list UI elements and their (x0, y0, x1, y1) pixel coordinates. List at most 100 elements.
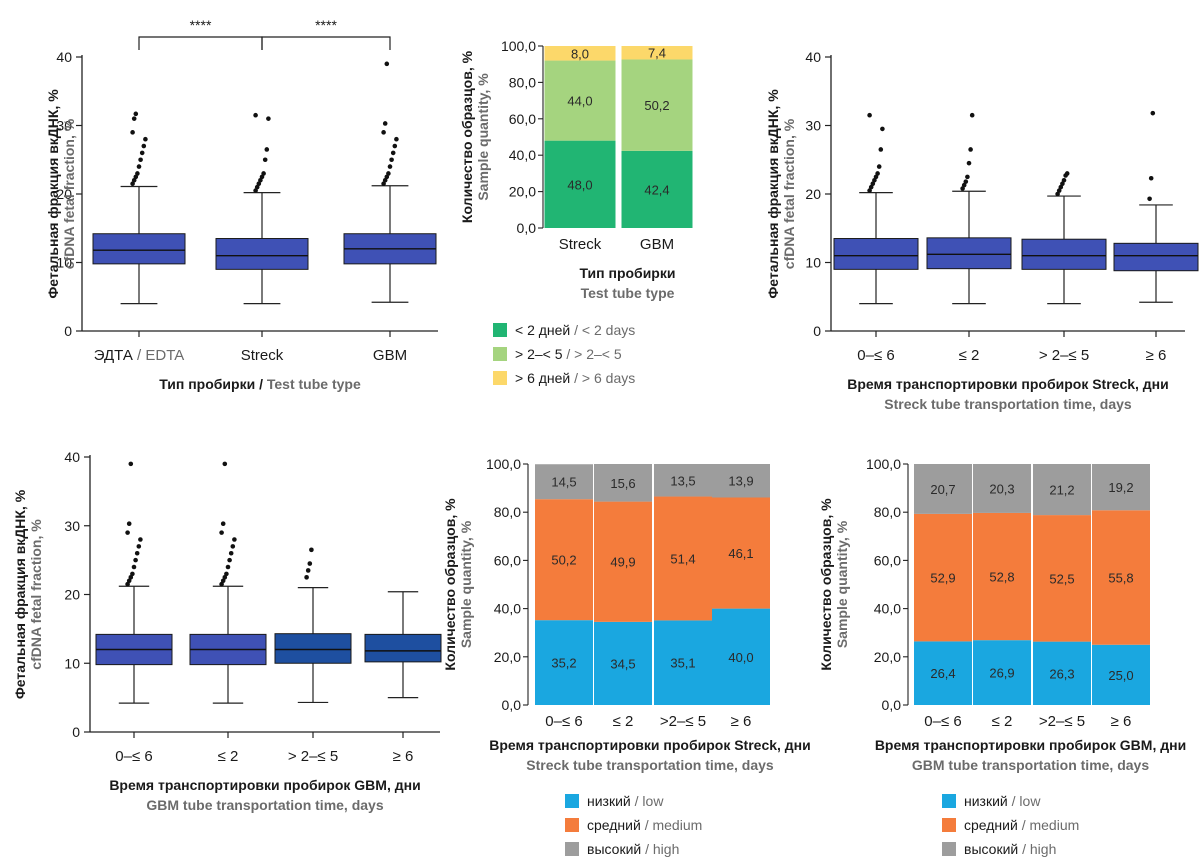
p3-box (1113, 242, 1199, 272)
p3-y-tick-label: 10 (805, 255, 821, 271)
p4-outlier-point (219, 581, 224, 587)
p3-x-tick-label: ≤ 2 (959, 347, 980, 364)
p1-significance-label: **** (190, 17, 212, 33)
p5-bar-segment (535, 464, 593, 500)
p6-x-axis-title: Время транспортировки пробирок GBM, дни (875, 737, 1186, 753)
p1-outlier-point (394, 136, 399, 142)
p1-outlier-point (139, 150, 145, 156)
p1-outlier-point (131, 116, 137, 121)
p1-outlier-point (253, 112, 258, 118)
p1-x-tick-label: ЭДТА / EDTA (94, 347, 185, 364)
p4-outlier-point (307, 561, 313, 566)
p5-y-tick-label: 60,0 (494, 552, 521, 568)
p1-outlier-point (254, 184, 260, 190)
p2-y-axis-label: Количество образцов, % (459, 50, 475, 223)
p4-outlier-point (130, 571, 135, 577)
p5-bar-value-label: 34,5 (610, 656, 635, 671)
p6-bar-segment (1033, 464, 1091, 516)
p6-bar-value-label: 21,2 (1049, 483, 1074, 498)
p4-x-axis-title-en: GBM tube transportation time, days (146, 797, 383, 813)
p2-y-tick-label: 40,0 (509, 147, 536, 163)
p1-outlier-point (258, 178, 263, 183)
p6-legend-label-part-1: / medium (1018, 817, 1079, 833)
p1-outlier-point (133, 111, 139, 117)
p1-x-tick-label-part-0: GBM (373, 347, 407, 364)
p6-y-tick-label: 0,0 (882, 697, 902, 713)
p1-y-axis-label-en: cfDNA fetal fraction, % (61, 118, 77, 269)
p6-bar-value-label: 20,3 (989, 481, 1014, 496)
p1-outlier-point (384, 61, 390, 67)
p1-outlier-point (266, 116, 271, 121)
p3-box (833, 238, 919, 270)
p6-bar-segment (1033, 515, 1091, 642)
p5-bar-value-label: 15,6 (610, 476, 635, 491)
p2-legend-label-part-0: > 6 дней (515, 370, 570, 386)
p4-outlier-point (228, 550, 234, 556)
p2-bar-segment (621, 59, 693, 151)
p1-outlier-point (389, 157, 394, 163)
p4-outlier-point (133, 557, 138, 563)
p4-outlier-point (131, 564, 137, 570)
p1-outlier-point (392, 143, 398, 149)
p6-legend-label: средний / medium (964, 817, 1079, 833)
p1-outlier-point (387, 164, 393, 169)
p3-outlier-point (876, 164, 882, 169)
p2-bar-value-label: 44,0 (567, 94, 592, 109)
p6-legend-label-part-0: низкий (964, 793, 1008, 809)
p1-outlier-point (256, 181, 262, 187)
p6-x-tick-label: ≥ 6 (1111, 713, 1132, 730)
p3-outlier-point (960, 186, 965, 191)
p1-outlier-point (259, 174, 265, 180)
p3-outlier-point (867, 188, 872, 193)
p3-outlier-point (878, 147, 884, 152)
p5-legend-label-part-0: высокий (587, 841, 641, 857)
p6-legend-label-part-0: средний (964, 817, 1018, 833)
p6-bar-segment (1033, 641, 1091, 705)
p1-outlier-point (382, 178, 388, 183)
p5-bar-segment (535, 499, 593, 621)
p4-outlier-point (224, 571, 229, 577)
p6-bar-segment (914, 513, 972, 642)
p4-x-tick-label: ≥ 6 (393, 748, 414, 765)
p1-significance-bracket (261, 36, 391, 50)
p2-y-tick-label: 100,0 (501, 38, 536, 54)
p1-x-tick-label-part-1: / EDTA (133, 347, 184, 364)
p5-bar-segment (654, 496, 712, 621)
p4-x-tick-label: 0–≤ 6 (115, 748, 152, 765)
p3-x-axis-title-en: Streck tube transportation time, days (884, 396, 1132, 412)
p3-outlier-point (963, 179, 969, 184)
p5-legend-label-part-0: низкий (587, 793, 631, 809)
p4-y-tick-label: 30 (64, 518, 80, 534)
p6-x-tick-label: ≤ 2 (992, 713, 1013, 730)
p5-legend-label: низкий / low (587, 793, 664, 809)
p3-outlier-point (1055, 191, 1060, 197)
p5-legend-swatch (565, 842, 579, 856)
p6-y-axis-label: Количество образцов, % (818, 498, 834, 671)
p5-y-tick-label: 40,0 (494, 601, 521, 617)
p5-bar-segment (654, 620, 712, 705)
p5-bar-value-label: 51,4 (670, 551, 695, 566)
p1-x-axis-title-part-2: Test tube type (267, 376, 361, 392)
p1-box (92, 233, 186, 265)
p1-outlier-point (253, 188, 258, 193)
p2-x-axis-title: Тип пробирки (580, 265, 676, 281)
p1-outlier-point (130, 181, 135, 187)
p1-y-tick-label: 20 (56, 186, 72, 202)
p2-bar-value-label: 48,0 (567, 177, 592, 192)
p5-legend-label-part-1: / high (641, 841, 679, 857)
p5-bar-value-label: 13,9 (728, 474, 753, 489)
p1-x-tick-label-part-0: ЭДТА (94, 347, 133, 364)
p5-y-tick-label: 0,0 (502, 697, 522, 713)
p4-box (364, 633, 442, 663)
p6-legend-label: высокий / high (964, 841, 1056, 857)
p2-legend-swatch (493, 371, 507, 385)
p5-legend-label: средний / medium (587, 817, 702, 833)
p6-bar-segment (1092, 464, 1150, 511)
p4-outlier-point (134, 550, 140, 556)
p4-outlier-point (309, 547, 314, 553)
p4-outlier-point (138, 537, 143, 542)
p6-bar-value-label: 20,7 (930, 482, 955, 497)
p4-y-tick-label: 20 (64, 587, 80, 603)
p4-outlier-point (220, 521, 226, 526)
